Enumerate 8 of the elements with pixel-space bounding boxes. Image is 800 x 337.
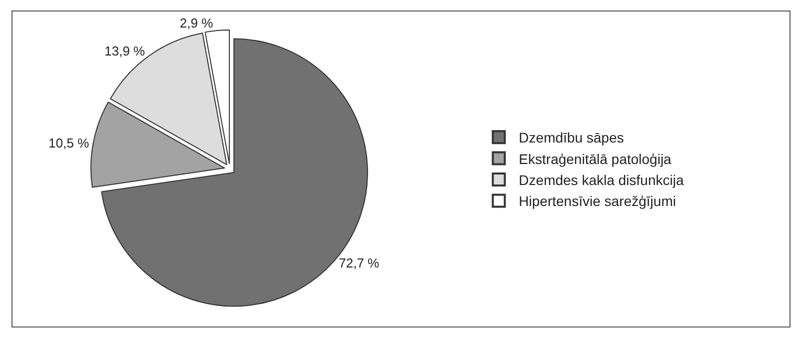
legend-label: Dzemdes kakla disfunkcija (518, 172, 684, 188)
data-label: 10,5 % (48, 136, 90, 151)
data-label: 2,9 % (180, 16, 214, 31)
legend-label: Dzemdību sāpes (518, 130, 624, 146)
data-label: 13,9 % (104, 43, 146, 58)
data-label: 72,7 % (338, 256, 380, 271)
legend-label: Ekstraģenitālā patoloģija (518, 150, 672, 167)
legend-label: Hipertensīvie sarežģījumi (518, 193, 676, 210)
